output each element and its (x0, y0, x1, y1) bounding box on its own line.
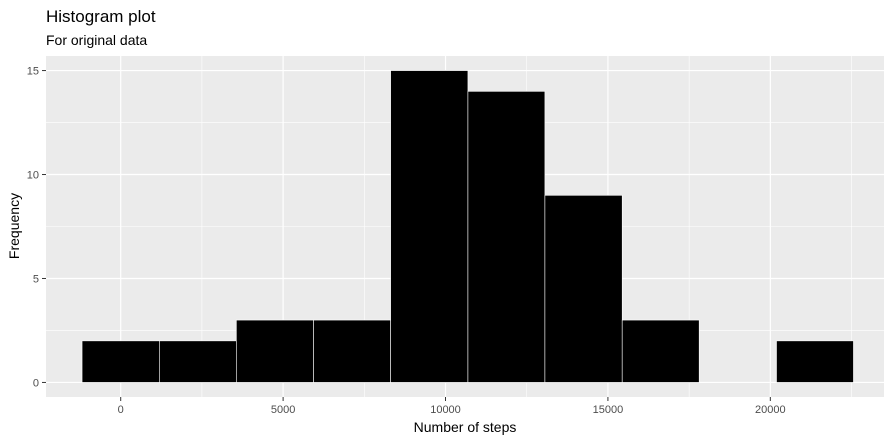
y-axis-title: Frequency (6, 193, 22, 259)
histogram-bar (621, 319, 700, 383)
y-tick-label: 10 (27, 170, 39, 182)
histogram-bar (313, 319, 391, 383)
histogram-bar (776, 340, 854, 383)
x-tick-label: 15000 (593, 404, 624, 416)
histogram-bar (544, 195, 623, 383)
x-tick-label: 20000 (755, 404, 786, 416)
chart-title: Histogram plot (46, 7, 156, 26)
x-axis-ticks: 0 5000 10000 15000 20000 (118, 397, 786, 416)
x-tick-label: 10000 (430, 404, 461, 416)
chart-subtitle: For original data (46, 32, 147, 48)
y-tick-label: 15 (27, 66, 39, 78)
x-tick-label: 5000 (271, 404, 295, 416)
histogram-bar (467, 91, 546, 383)
histogram-bar (159, 340, 237, 383)
y-tick-label: 5 (33, 273, 39, 285)
histogram-bars (81, 70, 854, 383)
x-axis-title: Number of steps (414, 419, 517, 435)
y-tick-label: 0 (33, 377, 39, 389)
histogram-bar (236, 319, 314, 383)
y-axis-ticks: 0 5 10 15 (27, 66, 46, 389)
histogram-bar (390, 70, 469, 383)
histogram-bar (81, 340, 160, 383)
x-tick-label: 0 (118, 404, 124, 416)
